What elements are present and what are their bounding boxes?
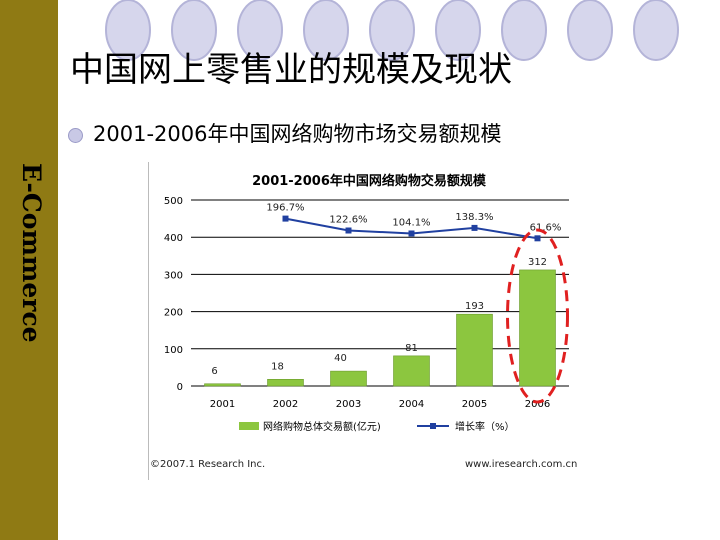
- bullet-text: 2001-2006年中国网络购物市场交易额规模: [93, 122, 502, 146]
- footer-url: www.iresearch.com.cn: [465, 459, 578, 470]
- bar-data-label: 81: [405, 343, 418, 354]
- ring-decoration: [501, 0, 547, 61]
- legend-bar-label: 网络购物总体交易额(亿元): [263, 420, 381, 433]
- ring-decoration: [303, 0, 349, 61]
- sidebar-title: E-Commerce: [17, 163, 46, 343]
- ring-decoration: [105, 0, 151, 61]
- line-data-label: 138.3%: [455, 212, 493, 223]
- bar: [330, 370, 367, 387]
- chart-title: 2001-2006年中国网络购物交易额规模: [252, 173, 487, 189]
- legend-bar-swatch: [239, 422, 259, 430]
- sidebar: E-Commerce: [0, 0, 58, 540]
- x-tick-label: 2002: [273, 399, 298, 410]
- bar: [519, 269, 556, 387]
- bar: [393, 355, 430, 387]
- bar-data-label: 18: [271, 361, 284, 372]
- ring-decoration: [369, 0, 415, 61]
- line-point: [534, 235, 541, 242]
- y-tick-label: 200: [164, 308, 183, 319]
- line-data-label: 122.6%: [329, 215, 367, 226]
- y-tick-label: 300: [164, 270, 183, 281]
- bar-data-label: 40: [334, 353, 347, 364]
- bar-data-label: 193: [465, 301, 484, 312]
- line-point: [471, 224, 478, 231]
- bar: [204, 383, 241, 387]
- line-point: [282, 215, 289, 222]
- line-data-label: 196.7%: [266, 203, 304, 214]
- x-tick-label: 2003: [336, 399, 361, 410]
- line-point: [408, 230, 415, 237]
- y-tick-label: 500: [164, 196, 183, 207]
- x-tick-label: 2005: [462, 399, 487, 410]
- bullet-icon: [68, 127, 83, 143]
- bullet-item: 2001-2006年中国网络购物市场交易额规模: [68, 118, 501, 148]
- ring-decoration: [567, 0, 613, 61]
- line-point: [345, 227, 352, 234]
- y-tick-label: 100: [164, 345, 183, 356]
- y-tick-label: 400: [164, 233, 183, 244]
- ring-decoration: [435, 0, 481, 61]
- slide-title: 中国网上零售业的规模及现状: [70, 50, 512, 90]
- bar-data-label: 6: [211, 366, 217, 377]
- legend-line-label: 增长率（%）: [455, 420, 515, 433]
- bar: [267, 379, 304, 387]
- x-tick-label: 2006: [525, 399, 550, 410]
- chart: 2001-2006年中国网络购物交易额规模 0 100 200 300 400 500 6 20…: [164, 173, 569, 433]
- line-data-label: 61.6%: [530, 222, 562, 233]
- footer-copyright: ©2007.1 Research Inc.: [150, 459, 266, 470]
- x-tick-label: 2001: [210, 399, 235, 410]
- y-tick-label: 0: [177, 382, 183, 393]
- line-data-label: 104.1%: [392, 217, 430, 228]
- x-tick-label: 2004: [399, 399, 424, 410]
- chart-container: 2001-2006年中国网络购物交易额规模 0 100 200 300 400 500 6 20…: [148, 162, 589, 480]
- ring-decoration: [237, 0, 283, 61]
- bar-data-label: 312: [528, 257, 547, 268]
- legend-line-marker: [430, 423, 436, 429]
- ring-decoration: [633, 0, 679, 61]
- ring-decoration: [171, 0, 217, 61]
- bar: [456, 313, 493, 387]
- ring-binder-decoration: [105, 0, 679, 61]
- highlight-ellipse: [506, 228, 569, 404]
